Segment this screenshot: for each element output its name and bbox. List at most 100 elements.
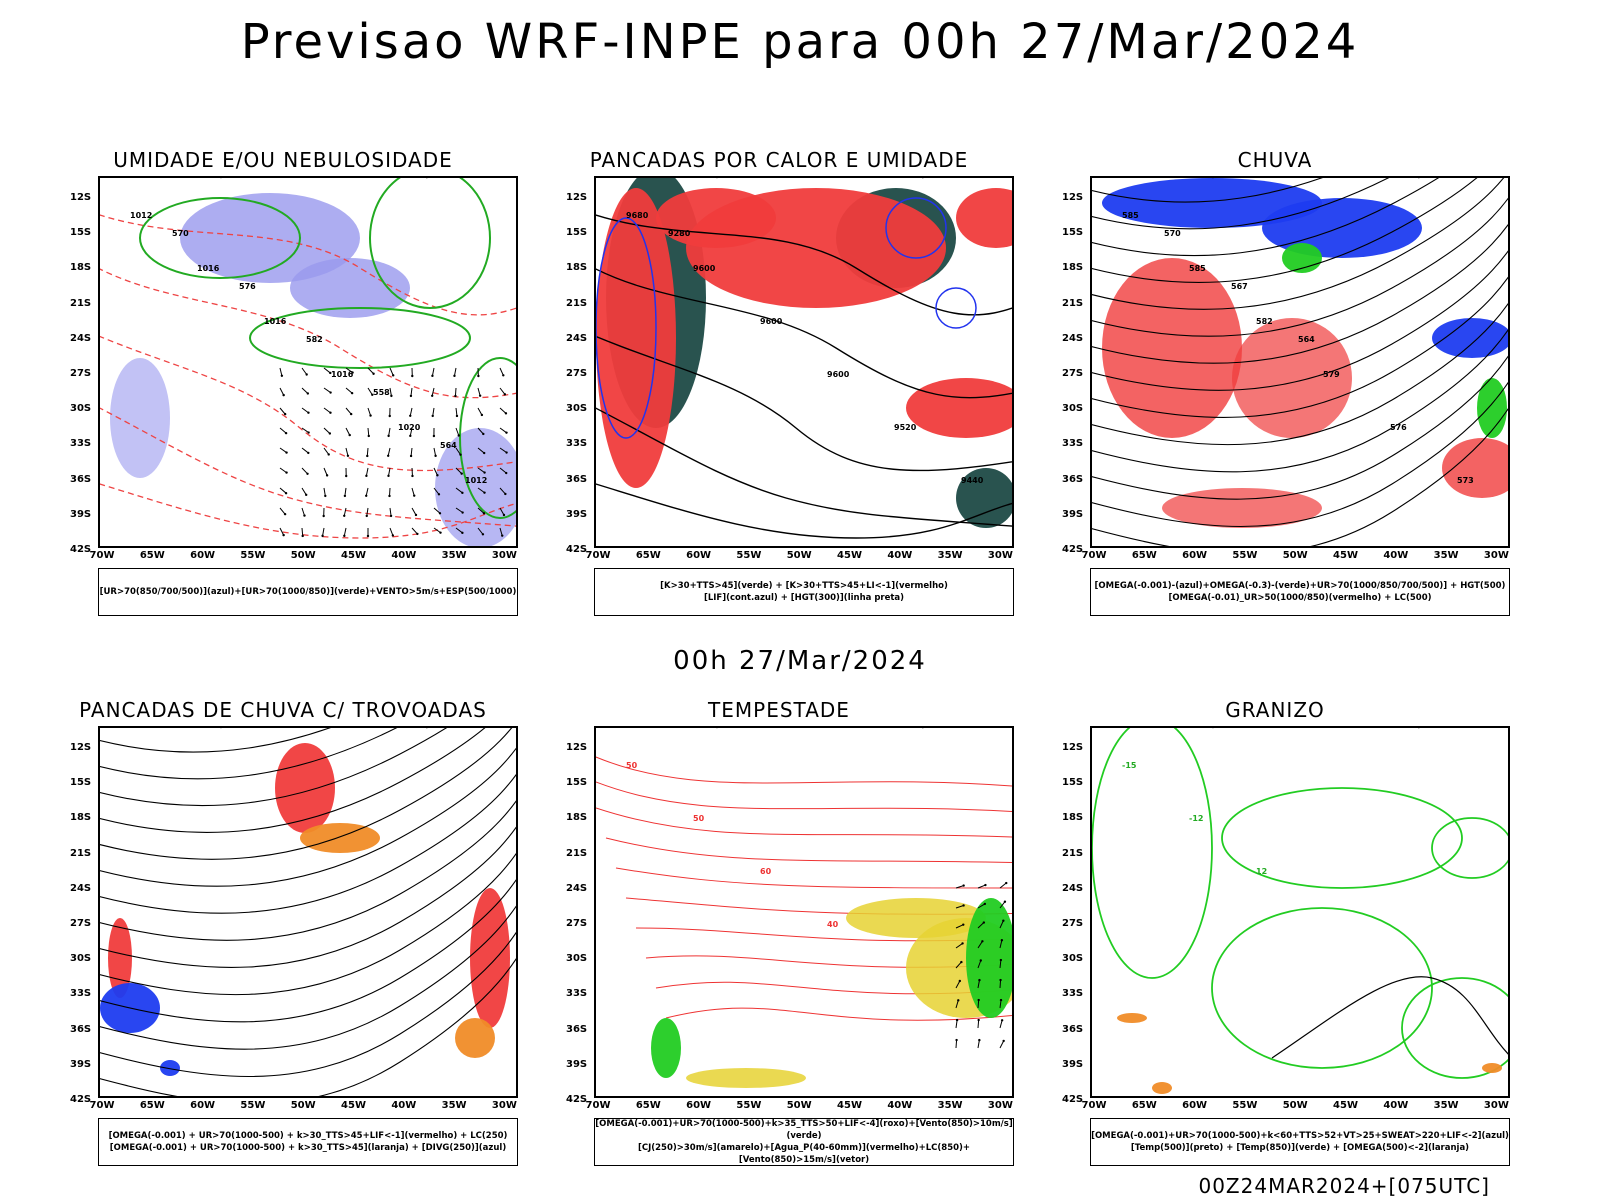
streamline [1092, 224, 1508, 364]
hgt300-contours [596, 214, 1012, 539]
wind-arrow-head [960, 960, 963, 964]
wind-arrow-head [436, 474, 439, 477]
wind-arrow [389, 367, 394, 376]
lon-label: 40W [391, 1100, 417, 1111]
wind-arrow [477, 407, 483, 416]
contour-label: 585 [1122, 211, 1139, 220]
humidity-contour [139, 197, 301, 279]
wind-arrow [344, 487, 347, 496]
wind-arrow-head [391, 374, 395, 377]
wind-arrow-head [367, 434, 370, 438]
wind-arrow-head [1003, 900, 1007, 903]
lat-label: 15S [70, 777, 92, 789]
wind-arrow [301, 427, 309, 433]
contour-label: 582 [1256, 317, 1273, 326]
contour-line [596, 335, 1012, 472]
wind-arrow [477, 387, 481, 396]
temp500-contour [1271, 976, 1508, 1059]
wind-arrow [411, 487, 415, 496]
panel-title: CHUVA [1237, 148, 1313, 172]
lon-label: 40W [887, 550, 913, 561]
contour-label: 40 [827, 920, 839, 929]
wind-arrow [453, 367, 457, 376]
wind-arrow-head [962, 884, 965, 887]
field-blob [1117, 1013, 1147, 1023]
lon-label: 45W [837, 1100, 862, 1111]
wind-arrow [411, 507, 417, 516]
temp850-contour [1221, 787, 1463, 889]
humidity-contour [459, 357, 516, 519]
wind-arrow-head [999, 998, 1003, 1002]
contour-label: 1020 [398, 423, 421, 432]
wind-arrow [999, 959, 1002, 969]
lon-label: 35W [441, 550, 467, 561]
wind-arrow [455, 507, 463, 513]
wind-arrow [301, 467, 308, 475]
contour-label: 1016 [331, 370, 354, 379]
wind-arrow [345, 447, 349, 456]
wind-arrow-head [483, 471, 486, 474]
wind-arrow [411, 527, 418, 535]
streamline [100, 852, 516, 996]
temp850-contour [1401, 977, 1508, 1079]
streamline [100, 728, 398, 780]
wind-arrow [365, 467, 369, 476]
streamline [100, 879, 516, 1023]
wind850-vectors [955, 881, 1008, 1049]
wind-arrow [499, 507, 505, 516]
main-title: Previsao WRF-INPE para 00h 27/Mar/2024 [240, 14, 1360, 70]
wind-arrow-head [455, 414, 459, 418]
panel-umidade: UMIDADE E/OU NEBULOSIDADE 1012 1016 1016 10… [48, 148, 518, 628]
wind-arrow [367, 407, 372, 416]
wind-arrow [410, 447, 413, 457]
humidity-upper-fill [110, 193, 516, 546]
water-contour [596, 807, 1012, 838]
lat-label: 30S [70, 953, 92, 965]
lat-label: 27S [70, 918, 92, 929]
wind-arrow-head [958, 979, 962, 983]
wind-arrow-head [984, 883, 987, 887]
wind-arrow-head [460, 472, 463, 475]
field-blob [906, 378, 1012, 438]
lat-label: 18S [70, 262, 92, 274]
contour-label: 564 [440, 441, 457, 450]
wind-arrow [999, 1020, 1003, 1029]
lon-label: 65W [635, 1100, 661, 1111]
wind-arrow-head [343, 514, 346, 518]
wind-arrow-head [955, 1038, 958, 1042]
wind-arrow-head [502, 374, 505, 377]
wind-arrow [955, 905, 964, 909]
lat-label: 21S [70, 847, 92, 859]
wind-arrow [999, 1040, 1005, 1049]
field-blob [470, 888, 510, 1028]
wind-arrow [279, 447, 287, 454]
contour-line [596, 214, 1012, 316]
streamline [100, 958, 516, 1096]
wind-arrow-head [372, 372, 375, 375]
streamline [100, 905, 516, 1050]
wind-arrow [977, 960, 982, 969]
wind-arrow [279, 387, 285, 396]
wind-arrow [345, 387, 353, 394]
lon-label: 55W [240, 550, 266, 561]
lat-label: 42S [1062, 544, 1084, 555]
contour-line [100, 268, 516, 399]
contour-labels: -15 -12 12 [1122, 761, 1267, 876]
mid-date: 00h 27/Mar/2024 [673, 646, 927, 676]
wind-arrow-head [439, 531, 442, 534]
wind-arrow-head [459, 453, 462, 456]
field-blob [1432, 318, 1508, 358]
wind-arrow-head [1002, 1039, 1005, 1043]
wind-arrow-head [962, 904, 965, 907]
wind-arrow-head [411, 474, 414, 478]
wind-arrow [977, 941, 983, 949]
temp850-contour [1431, 817, 1508, 879]
contour-label: 9440 [961, 476, 984, 485]
wind-arrow-head [366, 454, 369, 458]
wind-arrow [410, 387, 413, 396]
lat-label: 12S [566, 192, 588, 203]
legend-line-1: [OMEGA(-0.001)-(azul)+OMEGA(-0.3)-(verde… [1094, 581, 1506, 591]
lon-label: 30W [491, 1100, 517, 1111]
lat-label: 36S [566, 1023, 588, 1035]
wind-arrow-head [365, 474, 368, 478]
